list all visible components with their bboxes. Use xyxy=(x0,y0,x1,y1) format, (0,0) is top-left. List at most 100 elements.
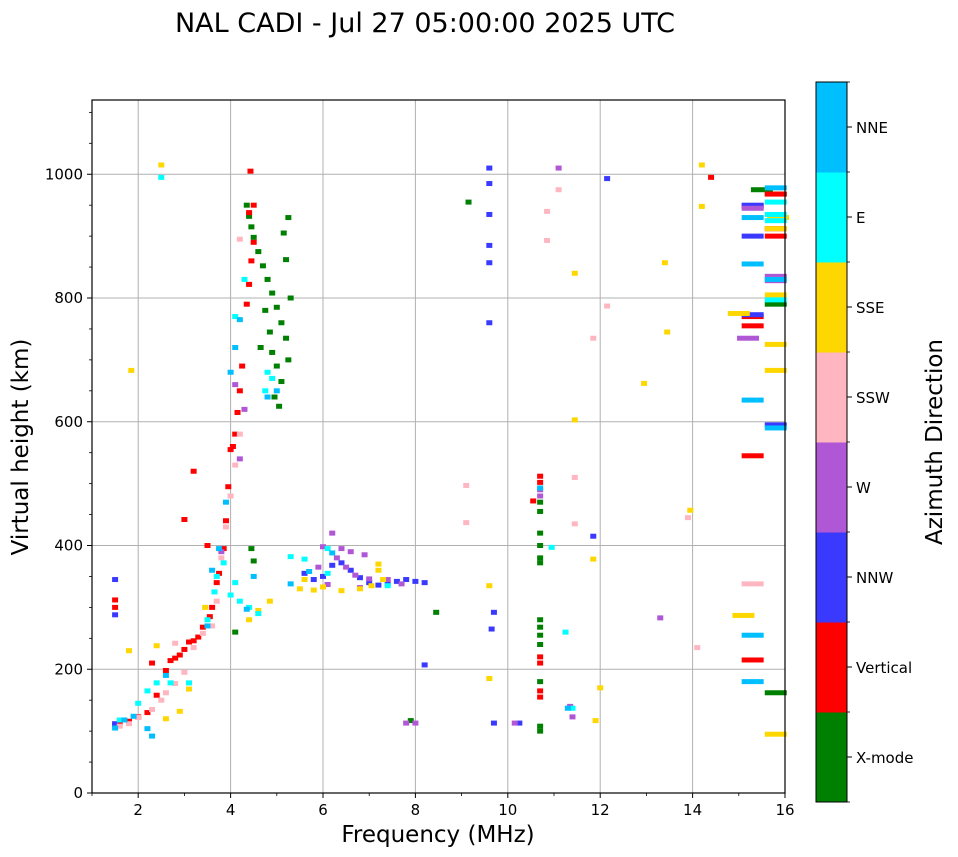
data-point xyxy=(149,706,156,712)
data-point xyxy=(511,720,518,726)
colorbar-label-ssw: SSW xyxy=(856,389,890,407)
y-axis: 0 200 400 600 800 1000 xyxy=(45,111,92,802)
data-point xyxy=(486,242,493,248)
data-point xyxy=(266,598,273,604)
data-point xyxy=(356,575,363,581)
data-point xyxy=(347,567,354,573)
data-point xyxy=(537,479,544,485)
series-ssw xyxy=(116,187,764,729)
x-tick-label: 6 xyxy=(318,801,328,819)
data-point xyxy=(121,717,128,723)
data-point xyxy=(564,705,571,711)
data-point xyxy=(225,484,232,490)
data-point xyxy=(262,307,269,313)
data-point xyxy=(537,560,544,566)
data-point xyxy=(116,720,123,726)
data-point xyxy=(764,273,787,279)
data-point xyxy=(153,692,160,698)
data-points xyxy=(112,162,790,739)
data-point xyxy=(569,705,576,711)
data-point xyxy=(537,617,544,623)
data-point xyxy=(236,317,243,323)
data-point xyxy=(149,733,156,739)
data-point xyxy=(273,363,280,369)
data-point xyxy=(537,508,544,514)
data-point xyxy=(604,176,611,182)
data-point xyxy=(544,237,551,243)
data-point xyxy=(537,654,544,660)
y-tick-label: 0 xyxy=(73,784,83,802)
y-tick-label: 200 xyxy=(54,660,83,678)
data-point xyxy=(764,226,787,232)
data-point xyxy=(741,581,764,587)
data-point xyxy=(181,646,188,652)
plot-frame xyxy=(91,99,786,794)
data-point xyxy=(384,577,391,583)
data-point xyxy=(571,521,578,527)
data-point xyxy=(708,174,715,180)
series-x-mode xyxy=(232,187,787,734)
grid-lines xyxy=(92,100,786,794)
colorbar-label-x-mode: X-mode xyxy=(856,749,913,767)
data-point xyxy=(661,260,668,266)
data-point xyxy=(368,583,375,589)
data-point xyxy=(232,314,239,320)
data-point xyxy=(248,258,255,264)
colorbar-segment xyxy=(816,532,847,623)
data-point xyxy=(641,380,648,386)
x-tick-label: 4 xyxy=(226,801,236,819)
colorbar-segment xyxy=(816,352,847,443)
data-point xyxy=(227,447,234,453)
data-point xyxy=(255,611,262,617)
data-point xyxy=(433,609,440,615)
data-point xyxy=(250,239,257,245)
data-point xyxy=(227,493,234,499)
data-point xyxy=(375,561,382,567)
data-point xyxy=(255,249,262,255)
data-point xyxy=(764,199,787,205)
data-point xyxy=(162,672,169,678)
data-point xyxy=(544,208,551,214)
colorbar-label-w: W xyxy=(856,479,871,497)
data-point xyxy=(310,577,317,583)
data-point xyxy=(306,568,313,574)
data-point xyxy=(128,367,135,373)
data-point xyxy=(259,263,266,269)
data-point xyxy=(278,379,285,385)
data-point xyxy=(741,215,764,221)
data-point xyxy=(222,518,229,524)
data-point xyxy=(236,456,243,462)
data-point xyxy=(248,546,255,552)
data-point xyxy=(250,202,257,208)
data-point xyxy=(153,680,160,686)
data-point xyxy=(116,717,123,723)
data-point xyxy=(764,367,787,373)
data-point xyxy=(232,629,239,635)
data-point xyxy=(283,335,290,341)
data-point xyxy=(202,604,209,610)
data-point xyxy=(271,394,278,400)
data-point xyxy=(764,185,787,191)
data-point xyxy=(144,688,151,694)
data-point xyxy=(741,397,764,403)
data-point xyxy=(176,652,183,658)
data-point xyxy=(764,731,787,737)
data-point xyxy=(412,578,419,584)
chart-title: NAL CADI - Jul 27 05:00:00 2025 UTC xyxy=(175,8,675,39)
data-point xyxy=(343,564,350,570)
data-point xyxy=(112,604,119,610)
data-point xyxy=(250,234,257,240)
colorbar-segment xyxy=(816,622,847,713)
data-point xyxy=(657,615,664,621)
data-point xyxy=(407,718,414,724)
data-point xyxy=(264,276,271,282)
data-point xyxy=(264,394,271,400)
data-point xyxy=(243,606,250,612)
data-point xyxy=(190,468,197,474)
data-point xyxy=(112,612,119,618)
data-point xyxy=(204,543,211,548)
data-point xyxy=(301,577,308,583)
data-point xyxy=(190,638,197,644)
data-point xyxy=(741,205,764,211)
